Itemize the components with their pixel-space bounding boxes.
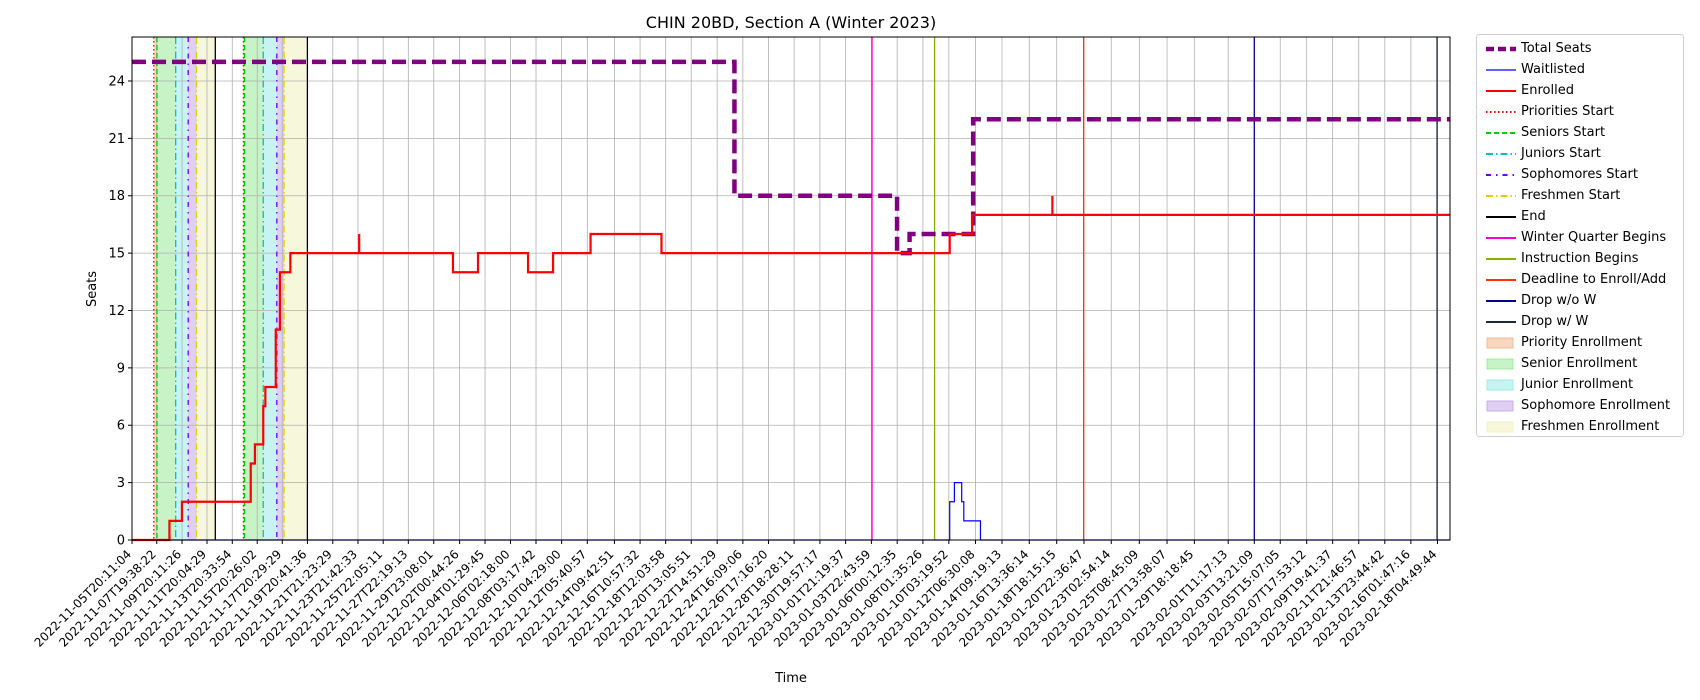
legend-item-seniors-start: Seniors Start (1477, 123, 1683, 144)
legend-swatch (1486, 337, 1514, 349)
legend-swatch (1486, 279, 1516, 281)
legend-swatch (1486, 195, 1516, 197)
legend-item-junior-enrollment: Junior Enrollment (1477, 375, 1683, 396)
legend-item-sophomores-start: Sophomores Start (1477, 165, 1683, 186)
legend-label: Deadline to Enroll/Add (1521, 272, 1667, 287)
legend-swatch (1486, 421, 1514, 433)
legend-label: Drop w/ W (1521, 314, 1589, 329)
legend-item-total-seats: Total Seats (1477, 39, 1683, 60)
legend-item-freshmen-enrollment: Freshmen Enrollment (1477, 417, 1683, 438)
legend-label: Sophomores Start (1521, 167, 1638, 182)
legend-item-waitlisted: Waitlisted (1477, 60, 1683, 81)
waitlisted-series (132, 482, 1450, 541)
legend-swatch (1486, 358, 1514, 370)
legend-label: Freshmen Enrollment (1521, 419, 1660, 434)
y-tick-label: 18 (108, 189, 125, 204)
legend-item-instruction-begins: Instruction Begins (1477, 249, 1683, 270)
event-lines (153, 37, 1438, 540)
legend-label: Instruction Begins (1521, 251, 1639, 266)
legend-swatch (1486, 379, 1514, 391)
enrolled-series (132, 195, 1450, 542)
legend-label: Total Seats (1521, 41, 1592, 56)
legend-item-senior-enrollment: Senior Enrollment (1477, 354, 1683, 375)
legend-item-priorities-start: Priorities Start (1477, 102, 1683, 123)
grid (131, 37, 1450, 541)
y-tick-label: 9 (117, 361, 125, 376)
senior-enrollment-region (156, 37, 176, 540)
legend-swatch (1486, 90, 1516, 92)
y-tick-label: 24 (108, 74, 125, 89)
legend-item-deadline-to-enroll-add: Deadline to Enroll/Add (1477, 270, 1683, 291)
legend-item-sophomore-enrollment: Sophomore Enrollment (1477, 396, 1683, 417)
legend-item-enrolled: Enrolled (1477, 81, 1683, 102)
legend-patch (1486, 400, 1514, 412)
legend-swatch (1486, 174, 1516, 176)
sophomore-enrollment-region (188, 37, 197, 540)
legend-swatch (1486, 237, 1516, 239)
legend-patch (1486, 337, 1514, 349)
y-tick-label: 0 (117, 534, 125, 549)
series (132, 59, 1450, 542)
x-axis-label: Time (774, 671, 807, 686)
legend-swatch (1486, 258, 1516, 260)
x-ticks: 2022-11-05T20:11:042022-11-07T19:38:2220… (32, 540, 1440, 650)
junior-enrollment-region (263, 37, 277, 540)
legend-swatch (1486, 321, 1516, 323)
legend-swatch (1486, 216, 1516, 218)
legend-label: Enrolled (1521, 83, 1574, 98)
legend-label: Winter Quarter Begins (1521, 230, 1667, 245)
total-seats-series (132, 59, 1450, 256)
y-tick-label: 21 (108, 132, 125, 147)
legend-item-drop-w-o-w: Drop w/o W (1477, 291, 1683, 312)
legend-item-drop-w-w: Drop w/ W (1477, 312, 1683, 333)
legend-item-juniors-start: Juniors Start (1477, 144, 1683, 165)
legend-item-priority-enrollment: Priority Enrollment (1477, 333, 1683, 354)
legend-label: Seniors Start (1521, 125, 1606, 140)
legend-label: Junior Enrollment (1521, 377, 1634, 392)
legend-label: Waitlisted (1521, 62, 1586, 77)
legend-item-winter-quarter-begins: Winter Quarter Begins (1477, 228, 1683, 249)
legend: Total Seats Waitlisted Enrolled Priorities … (1476, 34, 1684, 437)
senior-enrollment-region (244, 37, 264, 540)
y-tick-label: 12 (108, 304, 125, 319)
freshmen-enrollment-region (196, 37, 216, 540)
legend-swatch (1486, 132, 1516, 134)
plot-frame (131, 36, 1451, 541)
chart-title: CHIN 20BD, Section A (Winter 2023) (646, 13, 936, 32)
legend-patch (1486, 421, 1514, 433)
y-tick-label: 6 (117, 419, 125, 434)
legend-label: Priority Enrollment (1521, 335, 1643, 350)
legend-item-freshmen-start: Freshmen Start (1477, 186, 1683, 207)
legend-label: Senior Enrollment (1521, 356, 1638, 371)
legend-swatch (1486, 153, 1516, 155)
y-ticks: 0 3 6 9 12 15 18 21 24 (108, 74, 132, 549)
legend-swatch (1486, 300, 1516, 302)
y-tick-label: 15 (108, 247, 125, 262)
y-tick-label: 3 (117, 476, 125, 491)
legend-patch (1486, 358, 1514, 370)
shaded-regions (153, 37, 308, 540)
y-axis-label: Seats (85, 271, 100, 307)
legend-swatch (1486, 111, 1516, 113)
legend-swatch (1486, 46, 1516, 52)
legend-patch (1486, 379, 1514, 391)
freshmen-enrollment-region (284, 37, 308, 540)
legend-label: Freshmen Start (1521, 188, 1621, 203)
legend-label: Sophomore Enrollment (1521, 398, 1671, 413)
legend-item-end: End (1477, 207, 1683, 228)
legend-label: Priorities Start (1521, 104, 1614, 119)
legend-label: End (1521, 209, 1546, 224)
legend-label: Juniors Start (1521, 146, 1601, 161)
legend-label: Drop w/o W (1521, 293, 1597, 308)
legend-swatch (1486, 400, 1514, 412)
legend-swatch (1486, 69, 1516, 71)
priority-enrollment-region (153, 37, 157, 540)
